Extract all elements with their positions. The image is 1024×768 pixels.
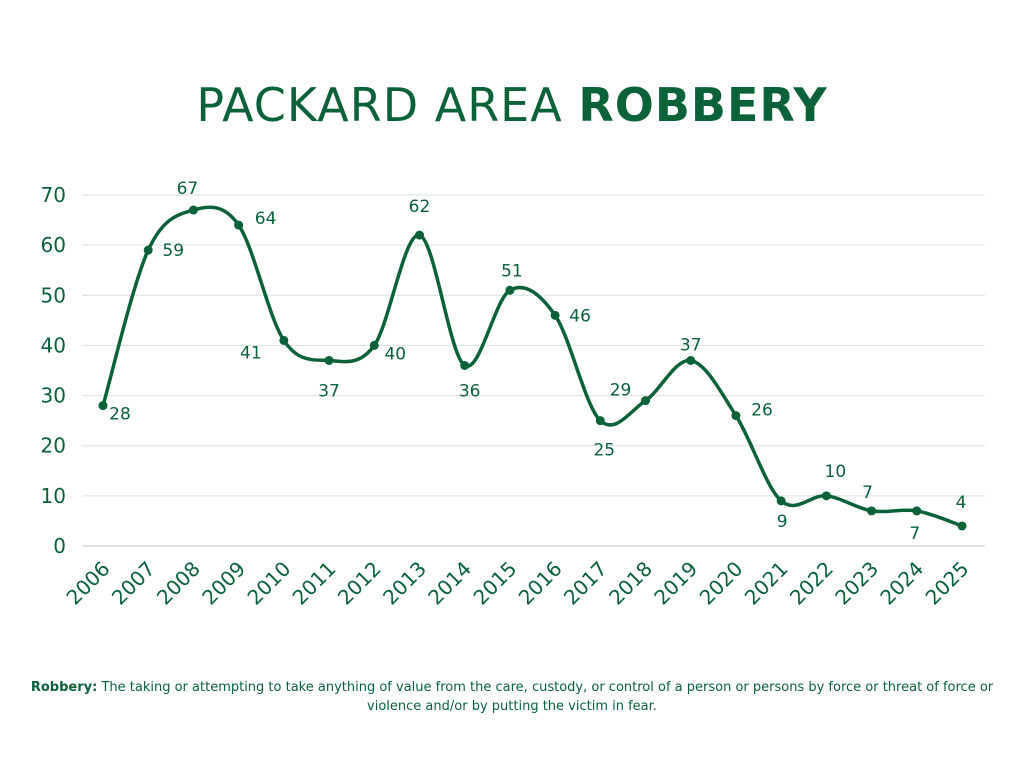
data-label: 41 [240,343,262,363]
data-point [776,496,786,506]
data-label: 37 [680,335,702,355]
data-point [867,506,877,516]
x-tick-label: 2011 [288,557,341,610]
data-label: 67 [177,179,199,199]
data-point [821,491,831,501]
data-point [505,285,515,295]
x-tick-label: 2016 [514,557,567,610]
x-tick-label: 2017 [559,557,612,610]
y-tick-label: 50 [41,283,66,307]
x-tick-label: 2018 [604,557,657,610]
data-label: 7 [862,483,873,503]
x-tick-label: 2008 [152,557,205,610]
data-label: 37 [318,381,340,401]
data-point [188,205,198,215]
footnote: Robbery: The taking or attempting to tak… [20,678,1004,716]
y-tick-label: 0 [53,534,66,558]
data-point [550,310,560,320]
x-tick-label: 2013 [378,557,431,610]
x-tick-label: 2021 [740,557,793,610]
x-tick-label: 2025 [921,557,974,610]
data-point [460,360,470,370]
data-label: 40 [384,344,406,364]
data-label: 10 [825,462,847,482]
data-label: 29 [610,381,632,401]
data-point [595,416,605,426]
data-point [234,220,244,230]
footnote-text: The taking or attempting to take anythin… [97,680,994,714]
data-label: 7 [909,524,920,544]
data-label: 25 [593,441,615,461]
data-point [369,340,379,350]
data-point [686,355,696,365]
data-label: 59 [162,241,184,261]
data-label: 62 [409,197,431,217]
data-label: 9 [777,512,788,532]
data-point [324,355,334,365]
data-point [279,335,289,345]
y-tick-label: 20 [41,434,66,458]
x-tick-label: 2019 [649,557,702,610]
x-tick-label: 2023 [830,557,883,610]
data-point [143,245,153,255]
title-regular: PACKARD AREA [196,78,563,132]
x-tick-label: 2020 [695,557,748,610]
x-tick-label: 2009 [197,557,250,610]
x-tick-label: 2007 [107,557,160,610]
data-point [98,401,108,411]
data-point [731,411,741,421]
x-tick-label: 2024 [875,557,928,610]
footnote-term: Robbery: [30,680,98,695]
y-tick-label: 60 [41,233,66,257]
data-label: 4 [956,493,967,513]
data-label: 46 [569,306,591,326]
chart-title: PACKARD AREA ROBBERY [0,78,1024,132]
data-label: 64 [255,209,277,229]
title-bold: ROBBERY [578,78,828,132]
y-tick-label: 30 [41,384,66,408]
data-label: 51 [501,261,523,281]
y-tick-label: 40 [41,333,66,357]
x-tick-label: 2012 [333,557,386,610]
data-point [641,396,651,406]
x-tick-label: 2010 [242,557,295,610]
x-tick-label: 2006 [62,557,115,610]
data-label: 28 [109,405,131,425]
x-tick-label: 2015 [468,557,521,610]
data-label: 26 [751,401,773,421]
data-point [957,521,967,531]
y-tick-label: 10 [41,484,66,508]
y-tick-label: 70 [41,183,66,207]
data-point [912,506,922,516]
data-label: 36 [459,381,481,401]
x-tick-label: 2022 [785,557,838,610]
data-point [414,230,424,240]
x-tick-label: 2014 [423,557,476,610]
